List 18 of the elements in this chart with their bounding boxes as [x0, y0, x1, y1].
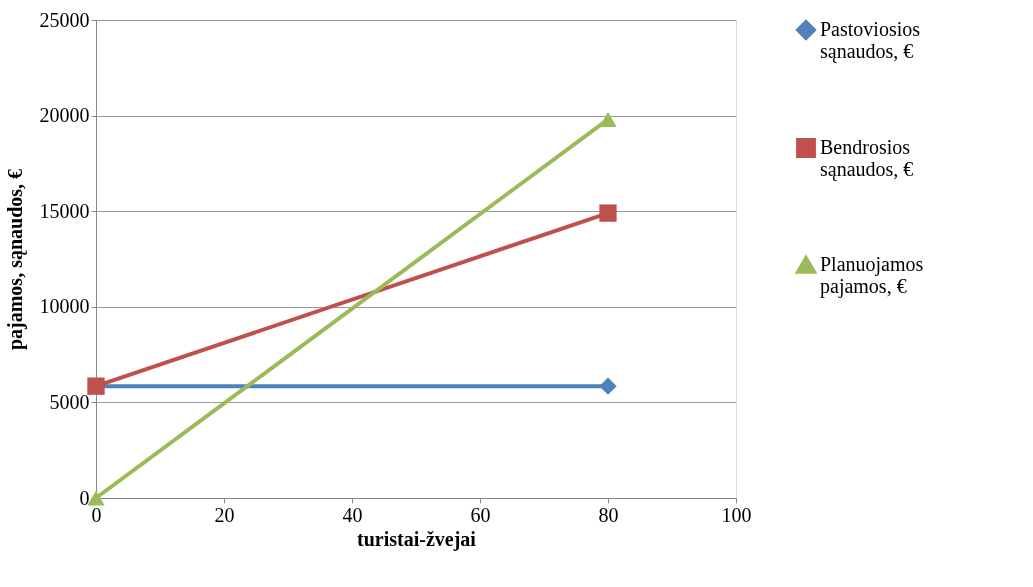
legend-label: Pastoviosios sąnaudos, € — [820, 18, 921, 63]
y-tick-label: 20000 — [39, 104, 90, 127]
point — [599, 377, 617, 395]
y-axis-title: pajamos, sąnaudos, € — [3, 168, 27, 351]
y-tick-label: 5000 — [49, 390, 90, 413]
x-tick-label: 40 — [342, 503, 363, 526]
y-tick-label: 0 — [79, 486, 90, 509]
x-tick-label: 20 — [214, 503, 235, 526]
legend-label: Planuojamos pajamos, € — [820, 253, 924, 298]
y-tick-label: 25000 — [39, 8, 90, 31]
x-tick-label: 60 — [470, 503, 491, 526]
x-tick-label: 100 — [721, 503, 752, 526]
y-tick-label: 10000 — [39, 295, 90, 318]
legend-label: Bendrosios sąnaudos, € — [820, 136, 914, 181]
x-tick-label: 80 — [598, 503, 619, 526]
y-tick-label: 15000 — [39, 199, 90, 222]
point — [599, 204, 617, 222]
x-axis-title: turistai-žvejai — [357, 527, 477, 551]
